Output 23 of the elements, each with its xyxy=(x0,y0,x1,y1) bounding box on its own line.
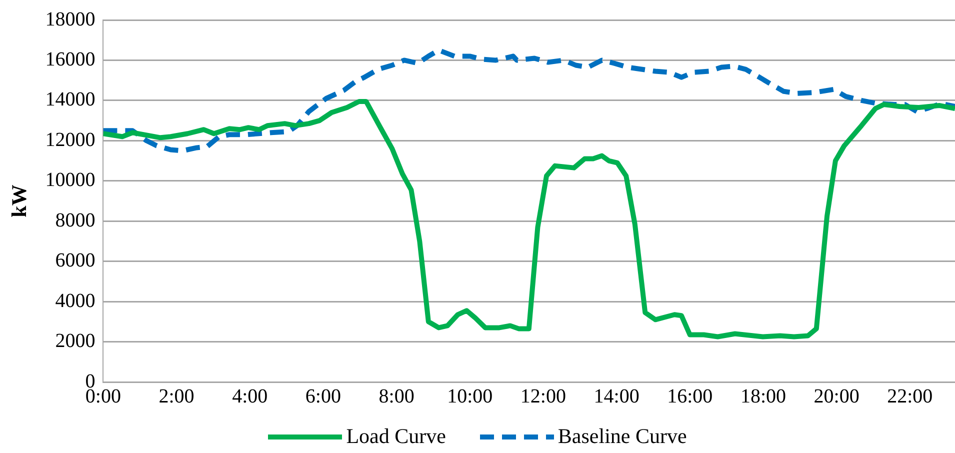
legend-label: Load Curve xyxy=(346,424,446,449)
y-tick-label: 2000 xyxy=(55,330,96,352)
y-tick-label: 16000 xyxy=(45,48,96,70)
legend-label: Baseline Curve xyxy=(558,424,687,449)
x-tick-label: 8:00 xyxy=(378,385,414,408)
x-tick-label: 10:00 xyxy=(447,385,493,408)
x-tick-label: 16:00 xyxy=(667,385,713,408)
y-tick-label: 4000 xyxy=(55,290,96,312)
x-tick-label: 12:00 xyxy=(520,385,566,408)
x-tick-label: 14:00 xyxy=(594,385,640,408)
y-tick-label: 18000 xyxy=(45,8,96,30)
x-tick-label: 18:00 xyxy=(740,385,786,408)
x-tick-label: 4:00 xyxy=(232,385,268,408)
y-tick-label: 12000 xyxy=(45,128,96,151)
x-tick-label: 20:00 xyxy=(814,385,860,408)
y-tick-label: 8000 xyxy=(55,209,96,232)
x-tick-label: 2:00 xyxy=(158,385,194,408)
y-tick-label: 14000 xyxy=(45,88,96,111)
y-tick-label: 6000 xyxy=(55,250,96,272)
y-axis-title: kW xyxy=(7,184,32,218)
x-tick-label: 6:00 xyxy=(305,385,341,408)
x-tick-label: 22:00 xyxy=(887,385,933,408)
y-tick-label: 10000 xyxy=(45,169,96,192)
